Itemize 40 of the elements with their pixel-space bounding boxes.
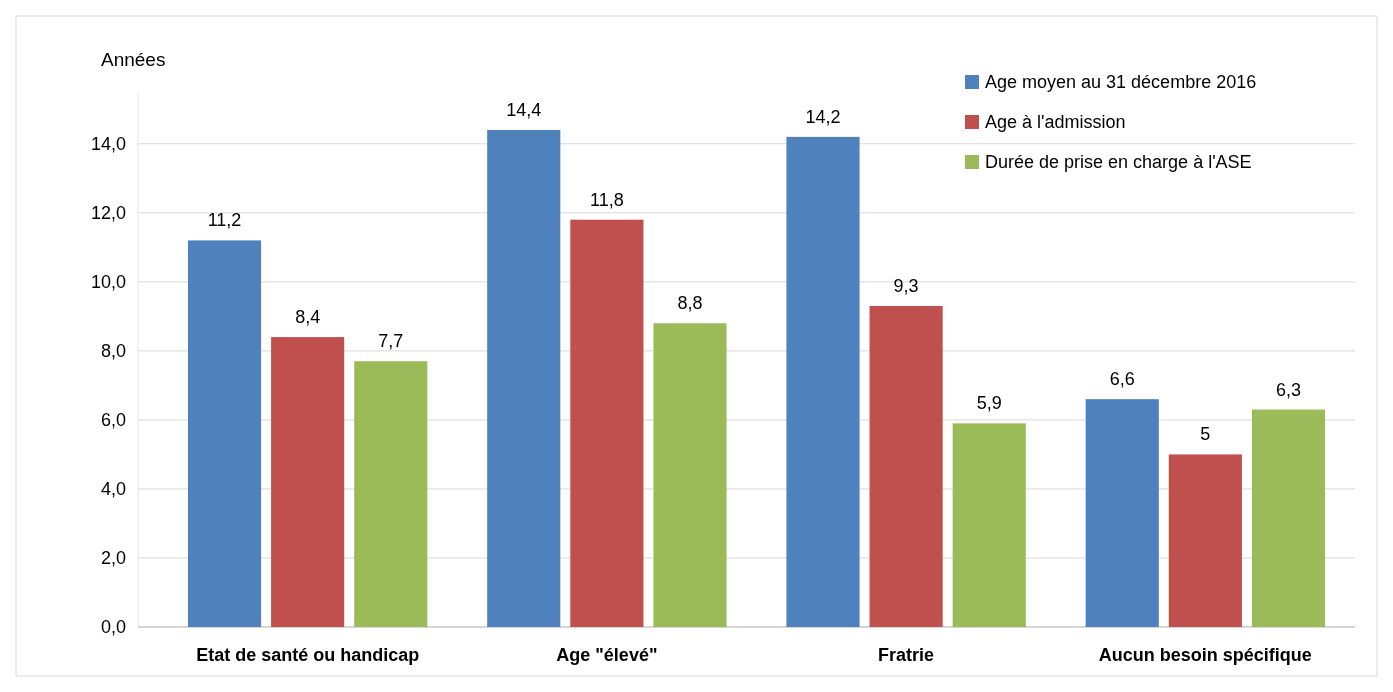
y-tick-label: 14,0 (90, 134, 126, 155)
data-label: 11,2 (207, 210, 242, 231)
data-label: 14,4 (506, 99, 542, 120)
bar (354, 361, 428, 627)
x-tick-label: Aucun besoin spécifique (1098, 645, 1312, 665)
data-label: 8,8 (677, 293, 703, 314)
y-tick-label: 2,0 (100, 548, 126, 569)
y-tick-label: 4,0 (100, 479, 126, 500)
data-label: 5,9 (976, 393, 1002, 414)
x-tick-label: Age "élevé" (556, 645, 658, 665)
bar (1168, 454, 1242, 627)
bar (271, 337, 345, 627)
data-label: 11,8 (590, 189, 624, 210)
y-axis-title: Années (101, 49, 166, 70)
bar (653, 323, 727, 627)
data-label: 6,6 (1109, 369, 1135, 390)
x-tick-label: Fratrie (878, 645, 935, 665)
y-tick-label: 8,0 (100, 341, 126, 362)
y-tick-label: 12,0 (90, 203, 126, 224)
bar (869, 306, 943, 627)
y-tick-label: 0,0 (100, 617, 126, 638)
bar (952, 423, 1026, 627)
bar (1251, 409, 1326, 627)
data-label: 14,2 (805, 106, 841, 127)
x-tick-label: Etat de santé ou handicap (196, 645, 420, 665)
data-label: 9,3 (893, 276, 919, 296)
legend-label: Durée de prise en charge à l'ASE (985, 152, 1252, 173)
data-label: 7,7 (378, 331, 404, 352)
y-tick-label: 10,0 (90, 272, 126, 293)
bar (1085, 399, 1159, 627)
legend-label: Age à l'admission (985, 112, 1126, 133)
y-tick-label: 6,0 (100, 410, 126, 431)
bar (786, 136, 860, 627)
data-label: 6,3 (1275, 379, 1301, 400)
bar (487, 129, 561, 627)
data-label: 8,4 (295, 307, 321, 328)
bar (570, 219, 644, 627)
legend-label: Age moyen au 31 décembre 2016 (985, 72, 1257, 93)
bar (187, 240, 262, 627)
data-label: 5 (1200, 424, 1211, 445)
